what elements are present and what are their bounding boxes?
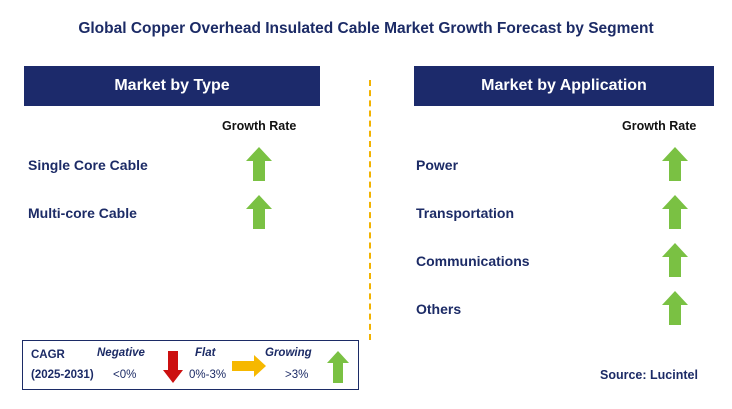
legend-years-label: (2025-2031) xyxy=(31,369,94,381)
legend-flat-label: Flat xyxy=(195,347,216,359)
application-row-label: Communications xyxy=(416,253,530,269)
cagr-legend: CAGR (2025-2031) Negative <0% Flat 0%-3%… xyxy=(22,340,359,390)
panel-divider xyxy=(369,80,371,340)
application-row-label: Transportation xyxy=(416,205,515,221)
right-arrow-icon xyxy=(232,355,266,377)
application-row-label: Others xyxy=(416,301,462,317)
legend-flat-value: 0%-3% xyxy=(189,369,227,381)
up-arrow-icon xyxy=(662,243,688,277)
up-arrow-icon xyxy=(246,195,272,229)
down-arrow-icon xyxy=(163,351,183,383)
legend-cagr-label: CAGR xyxy=(31,349,65,361)
left-growth-rate-header: Growth Rate xyxy=(222,119,297,133)
right-growth-rate-header: Growth Rate xyxy=(622,119,697,133)
legend-growing-label: Growing xyxy=(265,347,312,359)
type-row-label: Single Core Cable xyxy=(28,157,148,173)
market-by-application-header: Market by Application xyxy=(414,66,714,106)
type-row-label: Multi-core Cable xyxy=(28,205,137,221)
application-row-label: Power xyxy=(416,157,459,173)
page-title: Global Copper Overhead Insulated Cable M… xyxy=(78,20,654,37)
legend-negative-value: <0% xyxy=(113,369,137,381)
up-arrow-icon xyxy=(662,291,688,325)
source-label: Source: Lucintel xyxy=(600,368,698,382)
market-by-type-header: Market by Type xyxy=(24,66,320,106)
legend-negative-label: Negative xyxy=(97,347,145,359)
up-arrow-icon xyxy=(662,147,688,181)
up-arrow-icon xyxy=(662,195,688,229)
legend-growing-value: >3% xyxy=(285,369,309,381)
up-arrow-icon xyxy=(327,351,349,383)
up-arrow-icon xyxy=(246,147,272,181)
